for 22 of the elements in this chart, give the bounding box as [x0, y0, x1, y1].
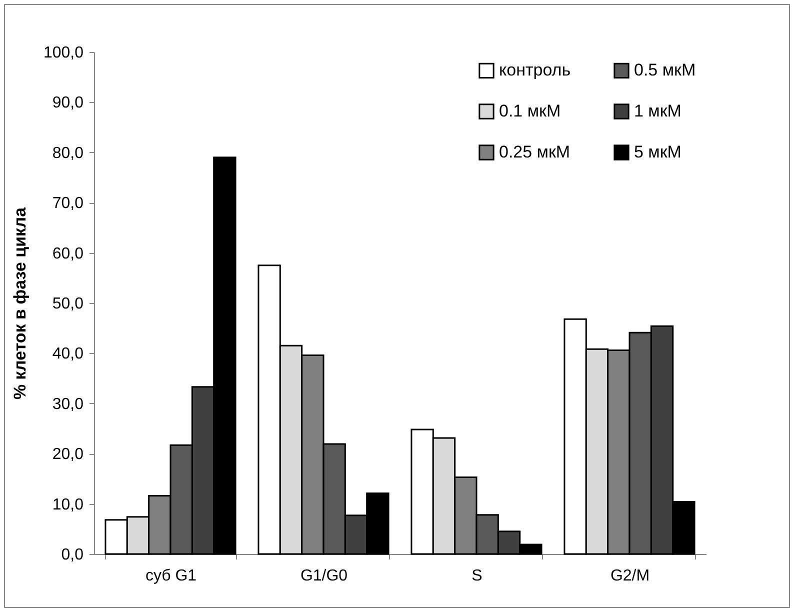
y-tick-label: 60,0: [52, 245, 84, 262]
legend-label: 0.25 мкМ: [499, 142, 570, 162]
y-tick-label: 30,0: [52, 396, 84, 413]
y-tick-label: 80,0: [52, 144, 84, 162]
x-tick-label: суб G1: [145, 568, 197, 584]
y-tick-label: 40,0: [52, 346, 84, 363]
y-tick-label: 0,0: [61, 546, 84, 564]
legend-label: 1 мкМ: [634, 102, 682, 120]
y-tick-label: 10,0: [52, 496, 84, 514]
y-tick-label: 20,0: [52, 446, 84, 464]
legend-label: 0.1 мкМ: [499, 102, 561, 120]
y-tick-label: 100,0: [43, 44, 84, 62]
legend-label: контроль: [499, 60, 571, 80]
legend-label: 0.5 мкМ: [634, 60, 696, 80]
x-tick-label: G1/G0: [300, 568, 348, 584]
legend-label: 5 мкМ: [634, 142, 682, 162]
x-tick-label: G2/M: [610, 568, 650, 584]
y-axis-title: % клеток в фазе цикла: [10, 206, 30, 400]
y-tick-label: 50,0: [52, 296, 84, 312]
y-tick-label: 70,0: [52, 195, 84, 212]
x-tick-label: S: [472, 568, 482, 584]
y-tick-label: 90,0: [52, 94, 84, 112]
